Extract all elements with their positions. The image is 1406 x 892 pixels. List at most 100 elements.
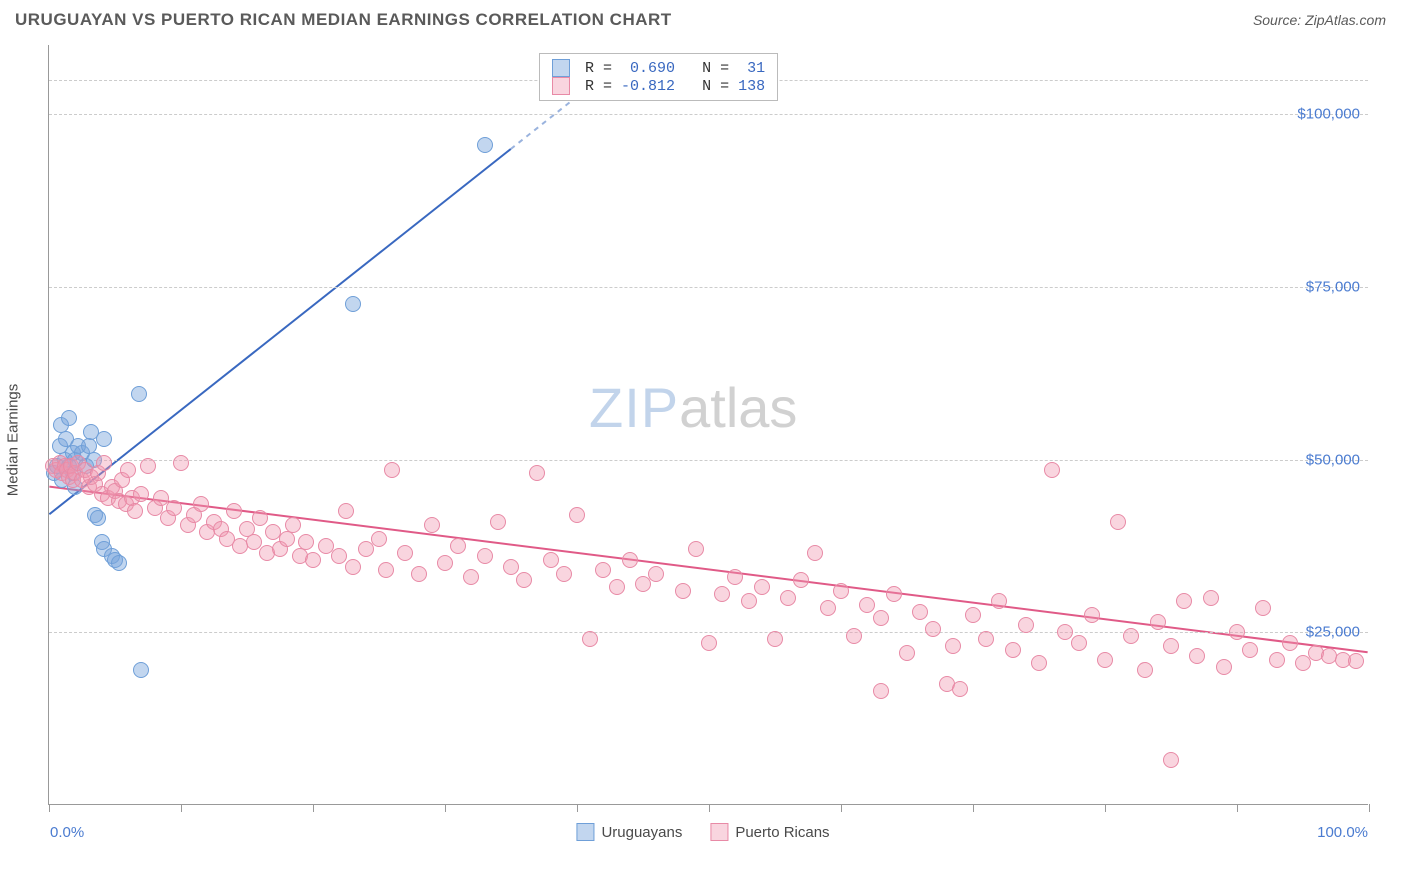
data-point <box>252 510 268 526</box>
gridline <box>49 287 1368 288</box>
data-point <box>1071 635 1087 651</box>
data-point <box>140 458 156 474</box>
data-point <box>945 638 961 654</box>
data-point <box>96 431 112 447</box>
data-point <box>1216 659 1232 675</box>
data-point <box>1203 590 1219 606</box>
data-point <box>952 681 968 697</box>
data-point <box>450 538 466 554</box>
data-point <box>378 562 394 578</box>
data-point <box>727 569 743 585</box>
data-point <box>1137 662 1153 678</box>
x-axis-left-label: 0.0% <box>50 824 84 841</box>
legend-item-puerto-ricans: Puerto Ricans <box>710 823 829 841</box>
data-point <box>899 645 915 661</box>
data-point <box>635 576 651 592</box>
data-point <box>516 572 532 588</box>
source-label: Source: ZipAtlas.com <box>1253 12 1386 28</box>
data-point <box>846 628 862 644</box>
data-point <box>96 455 112 471</box>
stats-box: R = 0.690 N = 31 R = -0.812 N = 138 <box>539 53 778 101</box>
data-point <box>90 510 106 526</box>
data-point <box>166 500 182 516</box>
data-point <box>859 597 875 613</box>
swatch-uruguayans <box>576 823 594 841</box>
data-point <box>873 683 889 699</box>
y-tick-label: $75,000 <box>1306 278 1360 295</box>
stats-swatch <box>552 59 570 77</box>
data-point <box>1044 462 1060 478</box>
chart-title: URUGUAYAN VS PUERTO RICAN MEDIAN EARNING… <box>15 10 672 30</box>
data-point <box>503 559 519 575</box>
stats-text: R = 0.690 N = 31 <box>576 60 765 77</box>
data-point <box>371 531 387 547</box>
data-point <box>701 635 717 651</box>
data-point <box>595 562 611 578</box>
plot-region: ZIPatlas R = 0.690 N = 31 R = -0.812 N =… <box>48 45 1368 805</box>
data-point <box>556 566 572 582</box>
data-point <box>886 586 902 602</box>
data-point <box>193 496 209 512</box>
gridline <box>49 114 1368 115</box>
data-point <box>780 590 796 606</box>
x-tick <box>49 804 50 812</box>
data-point <box>1295 655 1311 671</box>
data-point <box>305 552 321 568</box>
y-axis-label: Median Earnings <box>5 384 22 497</box>
data-point <box>133 662 149 678</box>
data-point <box>477 137 493 153</box>
data-point <box>1269 652 1285 668</box>
stats-row: R = 0.690 N = 31 <box>552 59 765 77</box>
data-point <box>1242 642 1258 658</box>
data-point <box>384 462 400 478</box>
data-point <box>569 507 585 523</box>
x-tick <box>1105 804 1106 812</box>
data-point <box>338 503 354 519</box>
legend-label-uruguayans: Uruguayans <box>601 824 682 841</box>
data-point <box>688 541 704 557</box>
x-tick <box>841 804 842 812</box>
data-point <box>1176 593 1192 609</box>
source-prefix: Source: <box>1253 12 1305 28</box>
y-tick-label: $100,000 <box>1297 106 1360 123</box>
data-point <box>754 579 770 595</box>
data-point <box>529 465 545 481</box>
data-point <box>609 579 625 595</box>
data-point <box>648 566 664 582</box>
data-point <box>173 455 189 471</box>
stats-swatch <box>552 77 570 95</box>
data-point <box>411 566 427 582</box>
data-point <box>807 545 823 561</box>
data-point <box>1282 635 1298 651</box>
data-point <box>1123 628 1139 644</box>
data-point <box>714 586 730 602</box>
data-point <box>1031 655 1047 671</box>
data-point <box>1189 648 1205 664</box>
data-point <box>358 541 374 557</box>
x-tick <box>1237 804 1238 812</box>
data-point <box>463 569 479 585</box>
x-tick <box>1369 804 1370 812</box>
x-tick <box>313 804 314 812</box>
data-point <box>424 517 440 533</box>
data-point <box>279 531 295 547</box>
x-tick <box>181 804 182 812</box>
data-point <box>793 572 809 588</box>
data-point <box>345 559 361 575</box>
stats-text: R = -0.812 N = 138 <box>576 78 765 95</box>
chart-area: Median Earnings ZIPatlas R = 0.690 N = 3… <box>18 35 1388 845</box>
data-point <box>912 604 928 620</box>
x-axis-right-label: 100.0% <box>1317 824 1368 841</box>
gridline <box>49 460 1368 461</box>
data-point <box>925 621 941 637</box>
data-point <box>1084 607 1100 623</box>
data-point <box>767 631 783 647</box>
data-point <box>991 593 1007 609</box>
legend-item-uruguayans: Uruguayans <box>576 823 682 841</box>
data-point <box>437 555 453 571</box>
data-point <box>1163 638 1179 654</box>
source-name: ZipAtlas.com <box>1305 12 1386 28</box>
data-point <box>120 462 136 478</box>
x-tick <box>709 804 710 812</box>
data-point <box>978 631 994 647</box>
